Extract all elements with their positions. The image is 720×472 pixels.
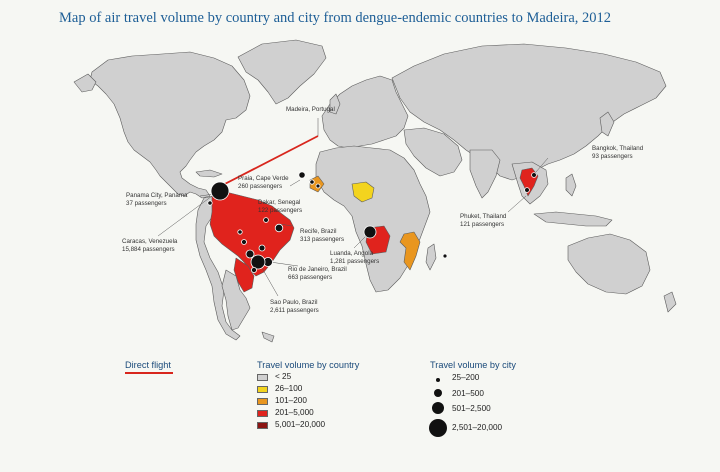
- legend-flight-line: [125, 372, 173, 374]
- label-praia-2: 260 passengers: [238, 183, 282, 190]
- bubble-recife: [274, 223, 284, 233]
- legend-country-5: 5,001–20,000: [275, 420, 326, 429]
- bubble-sa-2: [258, 244, 266, 252]
- alaska: [73, 73, 97, 93]
- bubble-sa-3: [241, 239, 247, 245]
- bubble-dakar-2: [315, 183, 321, 189]
- city-bubbles: [207, 171, 537, 273]
- label-panama-2: 37 passengers: [126, 200, 167, 207]
- label-rio-2: 663 passengers: [288, 274, 332, 281]
- legend-flight-title: Direct flight: [125, 360, 171, 370]
- india: [469, 149, 501, 199]
- legend-country-3: 101–200: [275, 396, 307, 405]
- swatch-101-200: [257, 398, 268, 405]
- brazil-venezuela-region: [209, 191, 295, 277]
- label-luanda-2: 1,281 passengers: [330, 258, 379, 265]
- legend-city-4: 2,501–20,000: [452, 423, 503, 432]
- city-labels: Madeira, Portugal Praia, Cape Verde 260 …: [122, 106, 644, 314]
- australia: [567, 233, 651, 295]
- greenland: [237, 39, 327, 105]
- indonesia: [533, 211, 613, 227]
- antarctica: [261, 331, 275, 343]
- swatch-lt25: [257, 374, 268, 381]
- label-bangkok-1: Bangkok, Thailand: [592, 145, 644, 152]
- nigeria: [351, 181, 375, 203]
- label-saopaulo-1: Sao Paulo, Brazil: [270, 299, 317, 306]
- argentina: [221, 269, 251, 331]
- bubble-saopaulo: [250, 254, 266, 270]
- bubble-sa-1: [245, 249, 255, 259]
- label-phuket-2: 121 passengers: [460, 221, 504, 228]
- south-america-red-south: [233, 257, 255, 293]
- label-bangkok-2: 93 passengers: [592, 153, 633, 160]
- bubble-luanda: [363, 225, 377, 239]
- japan: [599, 111, 615, 137]
- caribbean-islands: [195, 169, 223, 178]
- legend-country-title: Travel volume by country: [257, 360, 360, 370]
- great-britain: [329, 93, 341, 115]
- asia: [391, 43, 667, 181]
- swatch-26-100: [257, 386, 268, 393]
- label-recife-1: Recife, Brazil: [300, 228, 336, 235]
- label-recife-2: 313 passengers: [300, 236, 344, 243]
- bubble-praia: [298, 171, 306, 179]
- city-bubble-large: [432, 402, 444, 414]
- label-madeira: Madeira, Portugal: [286, 106, 335, 113]
- bubble-caracas: [210, 181, 230, 201]
- new-zealand: [663, 291, 677, 313]
- bubble-indian-ocean: [442, 253, 448, 259]
- label-panama-1: Panama City, Panama: [126, 192, 188, 199]
- bubble-panama: [207, 200, 213, 206]
- north-america: [89, 51, 251, 199]
- bubble-bangkok: [531, 172, 537, 178]
- bubble-sa-4: [237, 229, 243, 235]
- legend-country-1: < 25: [275, 372, 292, 381]
- mozambique: [399, 231, 421, 271]
- label-luanda-1: Luanda, Angola: [330, 250, 374, 257]
- city-bubble-medium: [434, 389, 442, 397]
- bubble-phuket: [524, 187, 530, 193]
- label-saopaulo-2: 2,611 passengers: [270, 307, 319, 314]
- direct-flight-line: [216, 135, 319, 189]
- label-rio-1: Rio de Janeiro, Brazil: [288, 266, 347, 273]
- label-caracas-2: 15,884 passengers: [122, 246, 175, 253]
- legend-country-2: 26–100: [275, 384, 303, 393]
- city-bubble-small: [436, 378, 440, 382]
- bubble-sa-5: [263, 217, 269, 223]
- swatch-5001-20000: [257, 422, 268, 429]
- label-dakar-2: 122 passengers: [258, 207, 302, 214]
- legend-city-2: 201–500: [452, 389, 484, 398]
- swatch-201-5000: [257, 410, 268, 417]
- land-masses: [73, 39, 677, 343]
- legend-city-1: 25–200: [452, 373, 480, 382]
- label-caracas-1: Caracas, Venezuela: [122, 238, 178, 245]
- bubble-dakar: [309, 179, 315, 185]
- philippines: [565, 173, 577, 197]
- middle-east: [403, 127, 463, 177]
- legend-city-3: 501–2,500: [452, 404, 491, 413]
- madagascar: [425, 243, 437, 271]
- legend-country-4: 201–5,000: [275, 408, 314, 417]
- city-bubble-xlarge: [429, 419, 447, 437]
- south-america-west: [195, 195, 241, 341]
- bubble-sa-6: [250, 266, 257, 273]
- label-dakar-1: Dakar, Senegal: [258, 199, 300, 206]
- map-title: Map of air travel volume by country and …: [59, 10, 612, 26]
- legend-city-title: Travel volume by city: [430, 360, 516, 370]
- label-phuket-1: Phuket, Thailand: [460, 213, 507, 220]
- africa: [315, 145, 431, 293]
- label-praia-1: Praia, Cape Verde: [238, 175, 289, 182]
- europe: [321, 75, 409, 149]
